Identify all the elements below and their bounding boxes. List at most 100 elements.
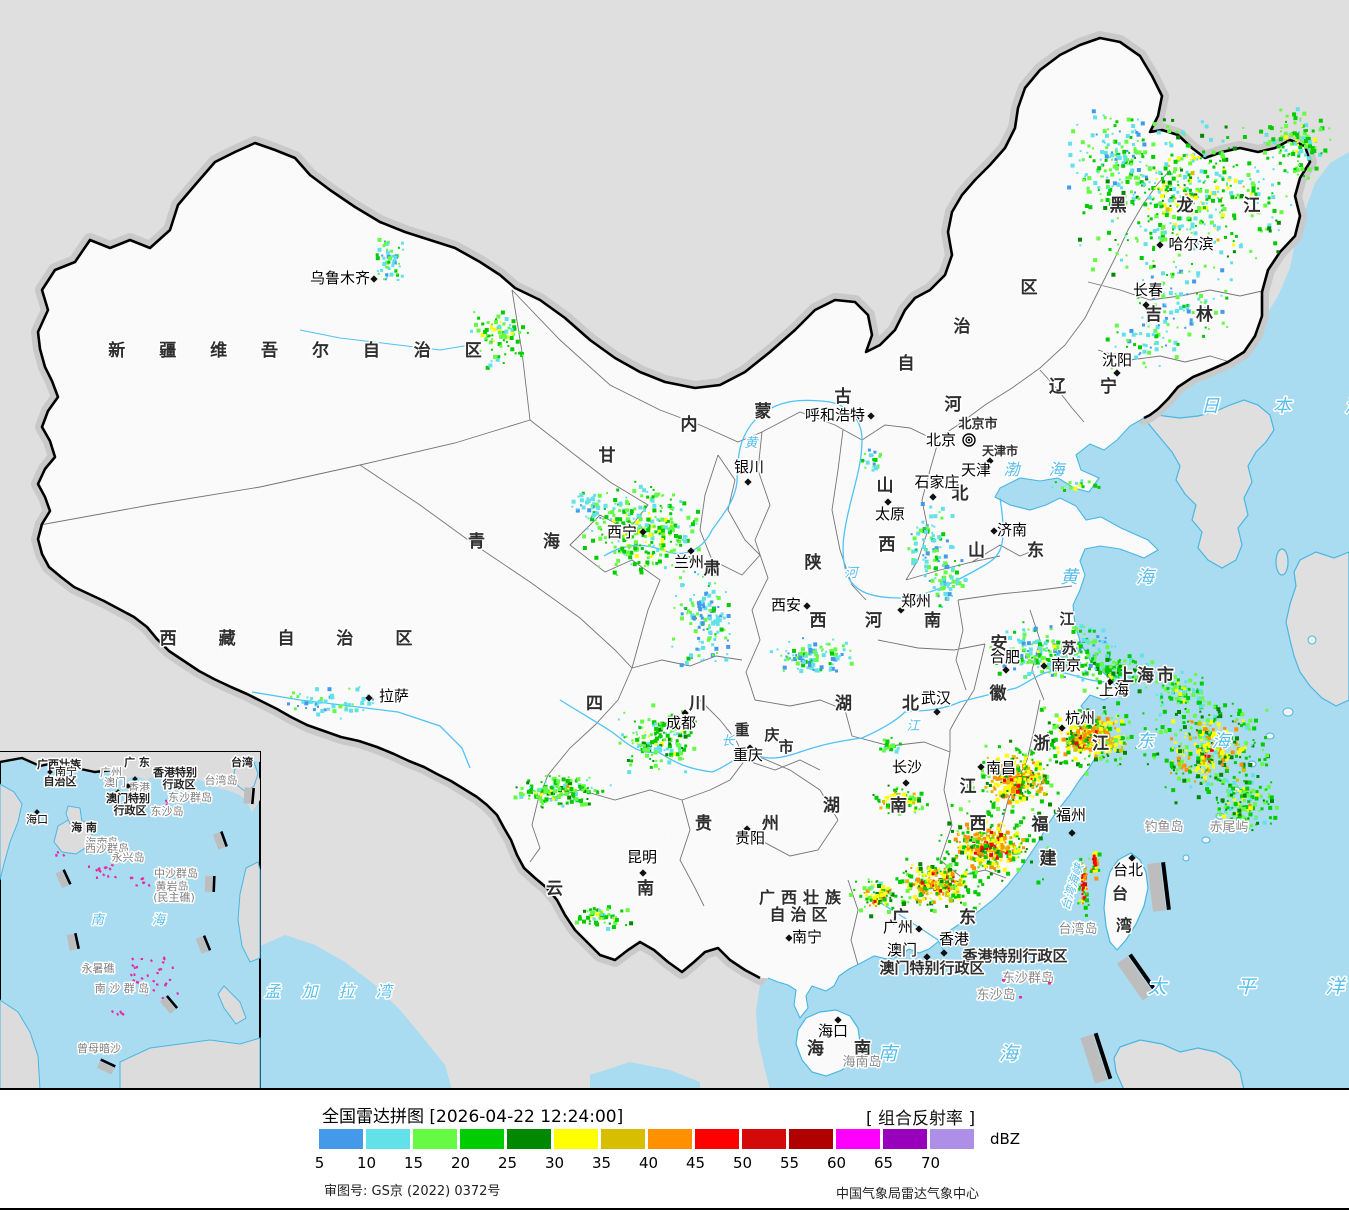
inset-island-speck [139,991,142,994]
inset-label: 永兴岛 [112,850,145,864]
inset-island-speck [62,853,66,857]
inset-label: 南宁 [55,764,77,778]
province-label: 西 [810,611,827,631]
echo-cluster-ne-far-east [1264,107,1332,180]
city-label: 重庆 [733,746,763,764]
city-label: 兰州 [674,553,704,571]
province-label: 浙 江 [1033,733,1127,754]
province-label: 北 [952,484,969,504]
city-marker [1058,724,1066,732]
sea-label: 日 本 海 [1201,396,1349,417]
inset-dash-segment [96,1058,116,1075]
echo-cluster-shanghai-taihu [1081,653,1162,694]
island-label: 东沙群岛 [1002,970,1054,986]
city-label: 澳门 [887,941,917,959]
legend-tick: 70 [920,1154,941,1172]
city-marker [834,1016,842,1024]
city-label: 香港 [939,930,969,948]
province-label: 北京市 [958,416,997,432]
province-label: 重 [734,721,749,739]
city-label: 郑州 [901,592,931,610]
inset-label: 自治区 [44,774,77,788]
inset-island-speck [95,876,99,880]
inset-island-speck [135,965,139,969]
echo-cluster-wuhan-small [879,736,902,754]
island-speck [1048,982,1051,985]
legend-tick: 40 [638,1154,659,1172]
inset-island-speck [119,1010,122,1014]
echo-cluster-shandong-sw [930,559,968,608]
inset-island-speck [113,875,118,879]
city-label: 西安 [771,596,801,614]
city-label: 长春 [1133,281,1163,299]
echo-cluster-taiwan-strait-1 [1076,857,1090,927]
legend-cell-25 [507,1129,551,1149]
city-label: 南京 [1051,656,1081,674]
legend-tick: 60 [826,1154,847,1172]
province-label: 云 南 [546,878,688,899]
inset-label: 西沙群岛 [85,841,129,855]
inset-label: 香港 [128,781,150,794]
inset-city-marker [47,769,53,775]
hainan-island-shape [795,1009,861,1077]
province-label: 山 [877,476,894,496]
inset-island-speck [121,1012,125,1016]
sea-label: 渤 海 [1003,460,1076,479]
province-label: 香港特别行政区 [962,947,1067,965]
inset-island-speck [152,979,156,983]
province-label: 河 [945,395,962,415]
inset-island-speck [137,981,140,985]
inset-island-speck [98,869,102,873]
unit-label: dBZ [990,1130,1021,1148]
inset-island-speck [95,868,99,872]
province-label: 徽 [989,683,1008,704]
city-label: 济南 [997,521,1027,539]
inset-island-speck [55,853,58,857]
inset-island-speck [87,865,91,869]
inset-island-speck [102,873,106,877]
inset-island-speck [133,966,137,970]
city-marker [639,528,647,536]
inset-island-speck [156,971,160,975]
echo-cluster-east-china-sea [1143,697,1270,811]
inset-label: 海南岛 [86,835,119,849]
echo-cluster-south-yunnan [574,905,634,931]
reflectivity-colorbar [319,1129,977,1149]
legend-cell-15 [413,1129,457,1149]
city-label: 太原 [875,505,905,523]
province-label: 台 [1112,884,1128,903]
province-label: 山 东 [968,540,1062,561]
legend-tick: 20 [450,1154,471,1172]
city-marker [743,825,751,833]
province-label: 天津市 [982,443,1018,458]
province-label: 四 川 [586,694,746,714]
echo-cluster-urumqi [375,237,405,281]
province-label: 西 [879,535,896,555]
legend-tick: 5 [314,1154,325,1172]
sea-label: 东 海 [1136,731,1256,752]
legend-title: 全国雷达拼图 [2026-04-22 12:24:00] [322,1107,624,1127]
legend-cell-70 [930,1129,974,1149]
radar-echo-layer [287,107,1332,931]
city-label: 合肥 [990,648,1020,666]
echo-cluster-se-sea-lobe [1207,773,1279,832]
island-label: 赤尾屿 [1209,820,1248,835]
city-marker [1002,666,1010,674]
province-label: 江 [1059,610,1074,628]
inset-island-speck [171,966,174,970]
province-label: 肃 [704,559,721,579]
city-label: 福州 [1056,806,1086,824]
river-label: 长 [721,734,735,749]
island-speck [1019,996,1022,999]
city-marker [867,412,875,420]
inset-island-speck [159,967,163,971]
city-marker [1040,662,1048,670]
city-label: 北京 [926,431,956,449]
inset-palawan [217,985,247,1025]
city-marker [929,493,937,501]
province-label: 湾 [1116,916,1132,935]
province-label: 苏 [1061,639,1076,657]
echo-cluster-heilongjiang-west [1067,109,1161,194]
